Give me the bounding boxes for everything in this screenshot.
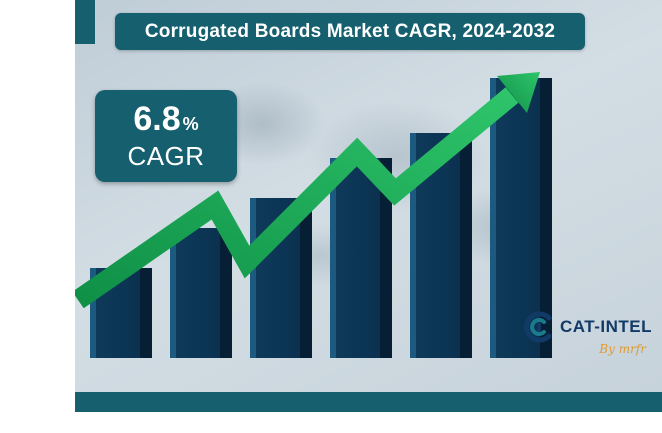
bar-side xyxy=(300,198,312,358)
bar xyxy=(250,198,312,358)
bar xyxy=(410,133,472,358)
corner-accent-block xyxy=(75,0,95,44)
bar-side xyxy=(220,228,232,358)
bar-front xyxy=(90,268,140,358)
brand-logo: CAT-INTEL By mrfr xyxy=(522,310,652,356)
bar xyxy=(170,228,232,358)
bar-front xyxy=(330,158,380,358)
concentric-c-logo-icon xyxy=(524,311,552,343)
brand-name: CAT-INTEL xyxy=(559,317,652,336)
chart-title: Corrugated Boards Market CAGR, 2024-2032 xyxy=(144,20,556,42)
bar-front xyxy=(170,228,220,358)
bar-front xyxy=(410,133,460,358)
bar-side xyxy=(540,78,552,358)
bar-front xyxy=(250,198,300,358)
bar-side xyxy=(380,158,392,358)
bar xyxy=(90,268,152,358)
chart-title-banner: Corrugated Boards Market CAGR, 2024-2032 xyxy=(115,13,585,50)
cagr-value-row: 6.8 % xyxy=(133,100,198,139)
bar-side xyxy=(460,133,472,358)
brand-logo-row: CAT-INTEL xyxy=(522,310,652,344)
brand-byline: By mrfr xyxy=(599,342,646,356)
cagr-label: CAGR xyxy=(127,141,205,171)
bar xyxy=(330,158,392,358)
cagr-callout: 6.8 % CAGR xyxy=(95,90,237,182)
footer-accent-strip xyxy=(75,392,662,412)
bar-side xyxy=(140,268,152,358)
chart-area: Corrugated Boards Market CAGR, 2024-2032… xyxy=(75,0,662,412)
cagr-percent-sign: % xyxy=(182,114,199,134)
cagr-value: 6.8 xyxy=(133,100,181,138)
